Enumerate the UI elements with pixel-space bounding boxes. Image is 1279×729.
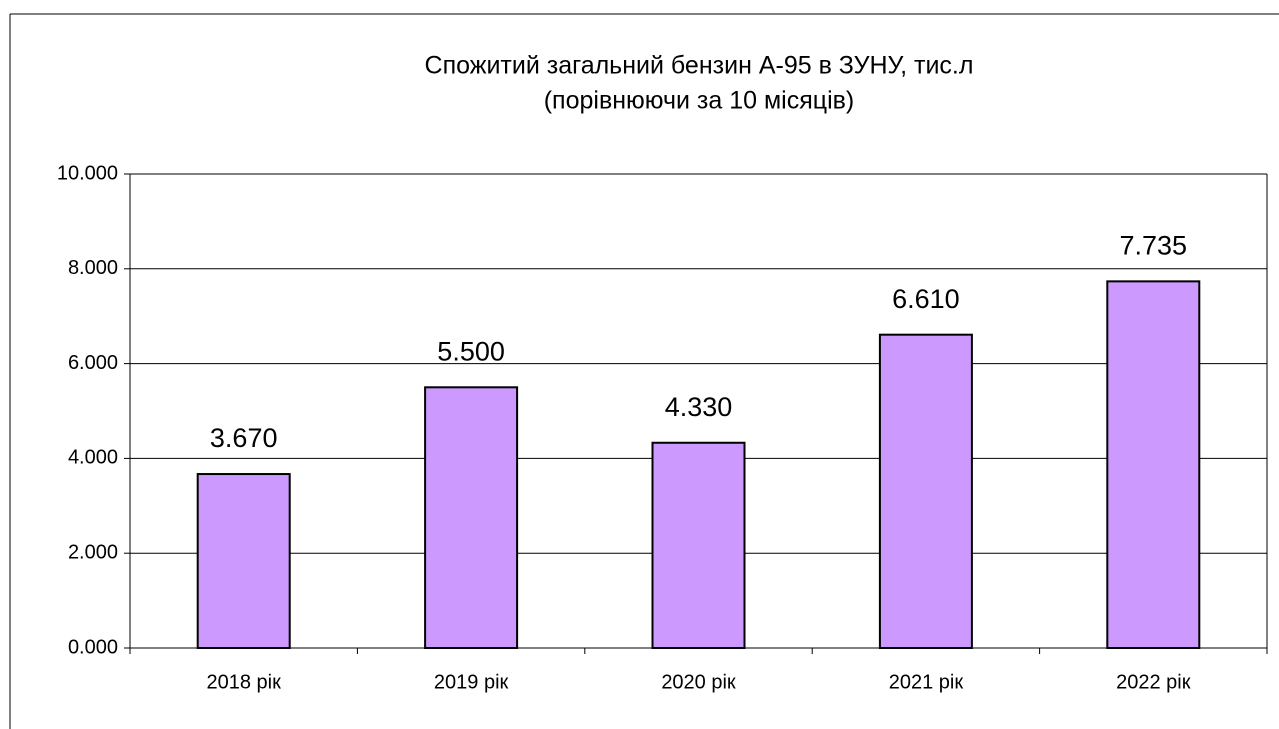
- y-tick-label: 10.000: [57, 162, 118, 184]
- bar: [424, 386, 519, 649]
- x-tick-label: 2021 рік: [889, 671, 964, 693]
- bar: [878, 333, 973, 649]
- chart-title: Спожитий загальний бензин А-95 в ЗУНУ, т…: [425, 52, 974, 80]
- x-tick-label: 2020 рік: [661, 671, 736, 693]
- bar: [1106, 280, 1201, 649]
- data-label: 6.610: [892, 284, 960, 314]
- y-tick-label: 4.000: [68, 447, 118, 469]
- x-tick-label: 2019 рік: [434, 671, 509, 693]
- chart-subtitle: (порівнюючи за 10 місяців): [544, 87, 855, 115]
- x-tick-label: 2022 рік: [1116, 671, 1191, 693]
- data-label: 7.735: [1120, 230, 1188, 260]
- x-tick-label: 2018 рік: [207, 671, 282, 693]
- bar: [196, 473, 291, 649]
- data-label: 5.500: [437, 336, 505, 366]
- data-label: 3.670: [210, 423, 278, 453]
- y-tick-label: 2.000: [68, 541, 118, 563]
- bar: [651, 441, 746, 649]
- y-tick-label: 8.000: [68, 257, 118, 279]
- y-tick-label: 0.000: [68, 636, 118, 658]
- data-label: 4.330: [665, 392, 733, 422]
- y-tick-label: 6.000: [68, 352, 118, 374]
